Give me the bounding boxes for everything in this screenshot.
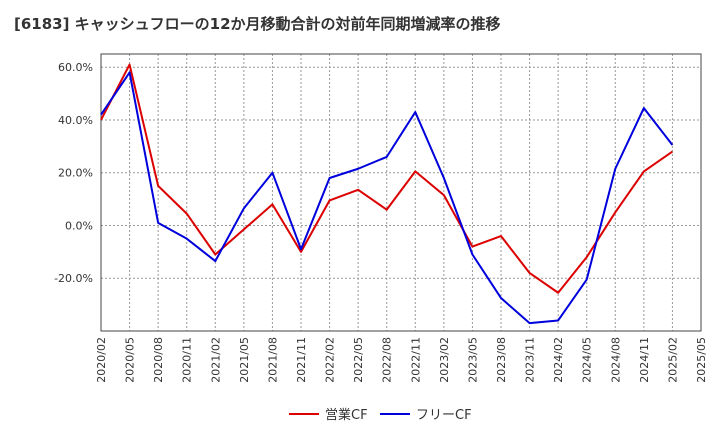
x-tick-label: 2024/02 [552,337,565,383]
x-tick-label: 2023/05 [466,337,479,383]
x-tick-label: 2023/11 [524,337,537,383]
x-tick-label: 2021/05 [238,337,251,383]
series-line [100,71,674,325]
x-tick-label: 2023/08 [495,337,508,383]
legend: 営業CF フリーCF [289,407,472,423]
x-tick-label: 2021/02 [209,337,222,383]
x-tick-label: 2022/11 [409,337,422,383]
y-tick-label: -20.0% [54,272,93,285]
x-tick-label: 2023/02 [438,337,451,383]
x-tick-label: 2024/05 [581,337,594,383]
x-tick-label: 2020/02 [95,337,108,383]
x-tick-label: 2020/11 [181,337,194,383]
x-tick-label: 2020/05 [124,337,137,383]
x-tick-label: 2022/05 [352,337,365,383]
y-tick-label: 20.0% [58,167,93,180]
y-tick-label: 40.0% [58,114,93,127]
x-tick-label: 2020/08 [152,337,165,383]
legend-label: 営業CF [325,407,368,423]
x-tick-label: 2021/08 [266,337,279,383]
y-tick-label: 60.0% [58,61,93,74]
series-line [100,63,673,294]
x-tick-label: 2024/08 [609,337,622,383]
plot-frame [100,53,702,332]
chart-title: [6183] キャッシュフローの12か月移動合計の対前年同期増減率の推移 [14,15,501,33]
x-tick-labels: 2020/02 2020/05 2020/08 2020/11 2021/02 2021/… [95,337,708,383]
x-tick-label: 2021/11 [295,337,308,383]
x-tick-label: 2025/05 [695,337,708,383]
grid-lines [101,54,701,331]
x-tick-label: 2025/02 [666,337,679,383]
x-tick-label: 2022/02 [324,337,337,383]
y-tick-label: 0.0% [65,219,93,232]
y-tick-labels: -20.0% 0.0% 20.0% 40.0% 60.0% [54,61,93,285]
legend-label: フリーCF [416,408,472,423]
x-tick-label: 2022/08 [381,337,394,383]
x-tick-label: 2024/11 [638,337,651,383]
series-lines [100,63,674,325]
